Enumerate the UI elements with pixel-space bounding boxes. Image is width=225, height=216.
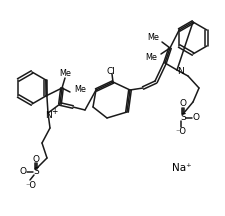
Text: Me: Me bbox=[144, 52, 156, 62]
Text: O: O bbox=[179, 100, 186, 108]
Text: Me: Me bbox=[146, 33, 158, 43]
Text: Me: Me bbox=[59, 68, 71, 78]
Text: S: S bbox=[33, 167, 39, 176]
Text: +: + bbox=[51, 108, 57, 116]
Text: O: O bbox=[32, 154, 39, 164]
Text: S: S bbox=[179, 113, 185, 122]
Text: N: N bbox=[177, 67, 184, 76]
Text: O: O bbox=[19, 167, 26, 176]
Text: ⁻O: ⁻O bbox=[25, 181, 36, 191]
Text: Na⁺: Na⁺ bbox=[171, 163, 191, 173]
Text: ⁻O: ⁻O bbox=[175, 127, 186, 137]
Text: Cl: Cl bbox=[106, 67, 115, 76]
Text: O: O bbox=[192, 113, 199, 122]
Text: Me: Me bbox=[74, 86, 86, 95]
Text: N: N bbox=[45, 111, 52, 121]
